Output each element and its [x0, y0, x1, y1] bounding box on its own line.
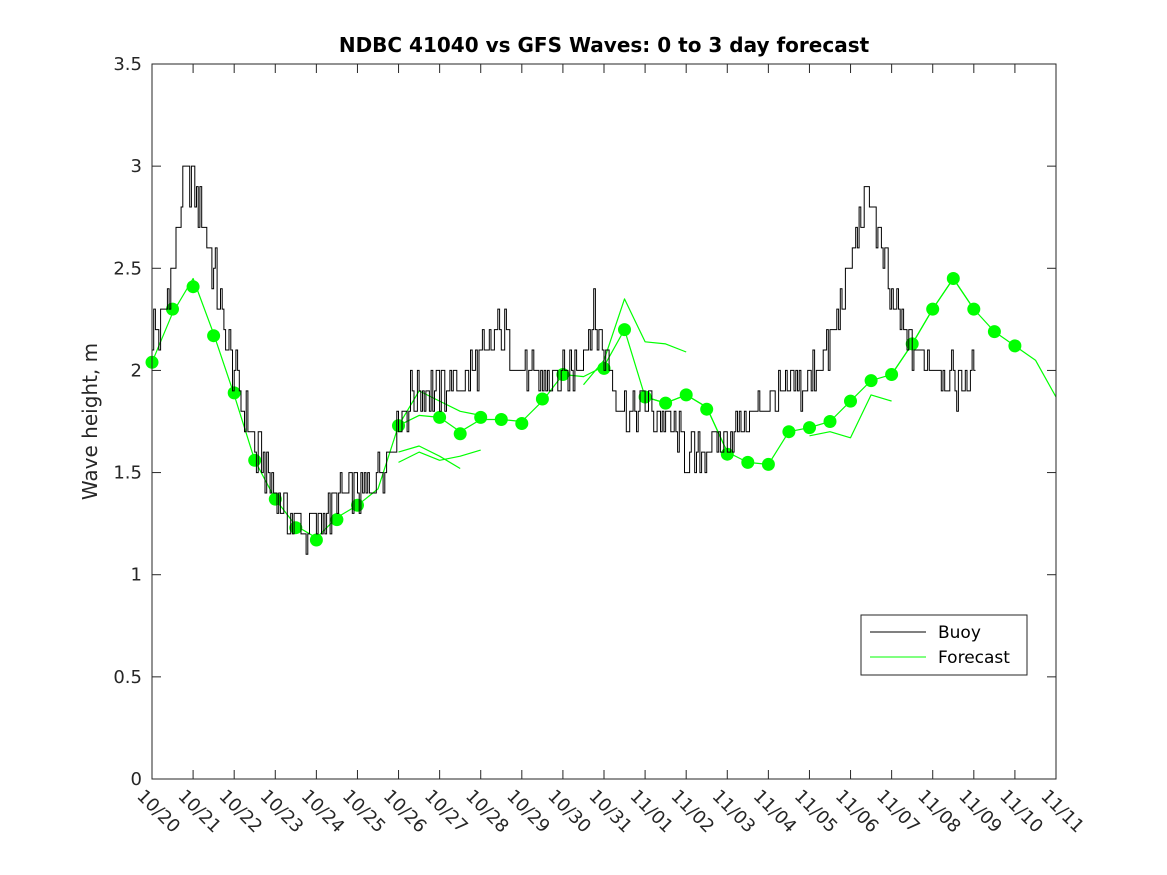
y-tick-label: 3 [131, 156, 142, 177]
forecast-marker [679, 388, 693, 402]
y-axis-label: Wave height, m [78, 343, 102, 500]
y-tick-label: 3.5 [113, 54, 142, 75]
forecast-marker [186, 280, 200, 294]
forecast-marker [823, 415, 837, 428]
forecast-marker [803, 421, 816, 435]
legend-box [860, 614, 1028, 676]
forecast-marker [289, 521, 303, 535]
chart-title: NDBC 41040 vs GFS Waves: 0 to 3 day fore… [339, 33, 870, 57]
forecast-marker [967, 302, 981, 316]
forecast-marker [926, 302, 940, 316]
y-ticks: 0 0.5 1 1.5 2 2.5 3 3.5 [113, 54, 1056, 790]
forecast-marker [494, 413, 508, 426]
forecast-marker [659, 396, 673, 410]
forecast-marker [946, 272, 960, 285]
forecast-series-line-5 [398, 445, 461, 470]
forecast-marker [268, 492, 282, 506]
forecast-marker [987, 325, 1001, 339]
forecast-series-line-8 [809, 394, 892, 439]
forecast-marker [474, 410, 488, 424]
forecast-marker [700, 402, 714, 416]
forecast-marker [618, 323, 631, 337]
y-tick-label: 0.5 [113, 667, 142, 688]
legend: Buoy Forecast [860, 614, 1028, 676]
forecast-marker [761, 457, 775, 471]
forecast-marker [1008, 339, 1022, 353]
forecast-marker [844, 394, 857, 408]
y-tick-label: 0 [131, 769, 142, 790]
forecast-marker [556, 368, 570, 381]
y-tick-label: 2 [131, 360, 142, 381]
forecast-marker [864, 374, 878, 388]
legend-buoy-label: Buoy [938, 623, 981, 643]
forecast-marker [453, 427, 467, 441]
forecast-series-line-6 [398, 449, 481, 463]
forecast-marker [330, 513, 344, 527]
forecast-marker [351, 498, 364, 512]
forecast-marker [515, 417, 529, 430]
legend-forecast-label: Forecast [938, 648, 1010, 668]
forecast-marker [433, 410, 447, 424]
buoy-series-line [152, 165, 976, 555]
forecast-marker [166, 302, 179, 316]
y-tick-label: 1.5 [113, 463, 142, 484]
forecast-marker [248, 453, 262, 467]
buoy-line [152, 165, 976, 555]
forecast-marker [741, 455, 755, 469]
forecast-marker [782, 425, 796, 439]
forecast-marker [207, 329, 221, 343]
forecast-marker [227, 386, 241, 400]
forecast-marker [885, 368, 899, 381]
y-tick-label: 2.5 [113, 258, 142, 279]
y-tick-label: 1 [131, 565, 142, 586]
forecast-marker [309, 533, 323, 547]
forecast-marker [535, 392, 549, 406]
